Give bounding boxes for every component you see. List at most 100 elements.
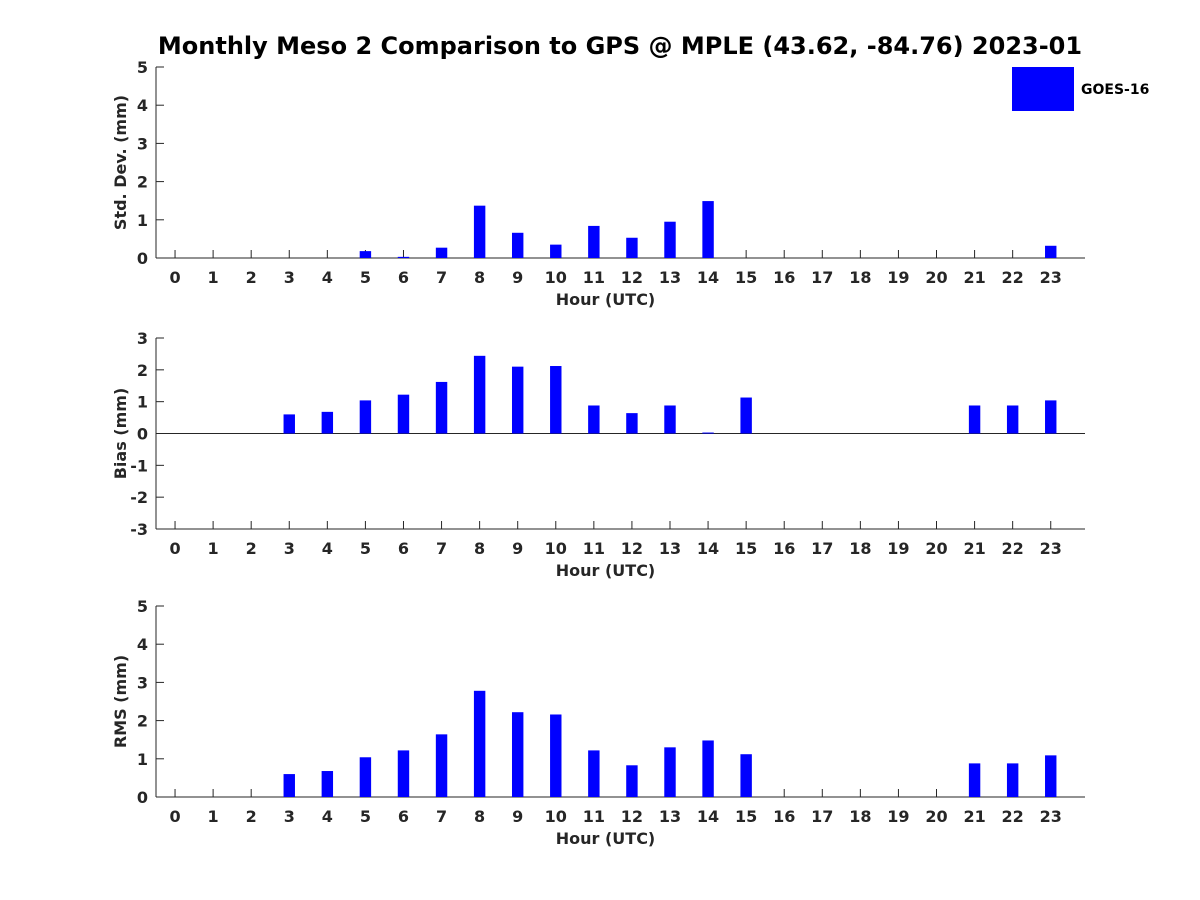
x-tick-label: 1 [208,539,219,558]
bar [588,405,600,434]
bar [588,225,600,258]
x-tick-label: 6 [398,807,409,826]
x-tick-label: 12 [621,268,643,287]
bar [511,366,524,434]
x-tick-label: 9 [512,539,523,558]
x-tick-label: 20 [925,807,947,826]
x-tick-label: 0 [169,268,180,287]
x-tick-label: 0 [169,807,180,826]
x-tick-label: 16 [773,807,795,826]
x-tick-label: 8 [474,539,485,558]
bar [283,774,295,797]
x-tick-label: 13 [659,268,681,287]
x-tick-label: 17 [811,268,833,287]
bar [740,397,752,434]
x-tick-label: 3 [284,539,295,558]
x-tick-label: 0 [169,539,180,558]
x-tick-label: 16 [773,268,795,287]
x-tick-label: 16 [773,539,795,558]
bar [511,712,524,797]
x-tick-label: 20 [925,268,947,287]
y-tick-label: 3 [137,329,148,348]
x-tick-label: 10 [545,807,567,826]
x-tick-label: 13 [659,539,681,558]
x-tick-label: 19 [887,539,909,558]
x-axis-label: Hour (UTC) [556,290,656,309]
x-tick-label: 21 [963,268,985,287]
legend: GOES-16 [1012,67,1149,111]
x-tick-label: 8 [474,807,485,826]
x-tick-label: 14 [697,539,719,558]
x-tick-label: 1 [208,268,219,287]
y-tick-label: 2 [137,712,148,731]
bar [397,394,410,434]
y-axis-label: Bias (mm) [111,388,130,480]
bar [359,251,372,258]
bar [473,355,486,434]
y-tick-label: 0 [137,788,148,807]
y-tick-label: 5 [137,597,148,616]
bar [321,411,334,434]
x-tick-label: 22 [1002,268,1024,287]
bar [740,754,752,797]
x-tick-label: 19 [887,268,909,287]
x-tick-label: 17 [811,539,833,558]
bar [626,413,638,434]
x-tick-label: 22 [1002,807,1024,826]
y-tick-label: 2 [137,173,148,192]
bar [1045,755,1057,797]
bar [702,740,714,797]
x-tick-label: 1 [208,807,219,826]
x-tick-label: 10 [545,268,567,287]
x-tick-label: 15 [735,539,757,558]
x-tick-label: 14 [697,807,719,826]
bar [359,757,372,797]
bar [550,244,562,258]
bar [968,763,981,797]
bar [321,771,334,797]
x-tick-label: 7 [436,807,447,826]
bar [968,405,981,434]
x-tick-label: 17 [811,807,833,826]
x-tick-label: 7 [436,539,447,558]
y-tick-label: 5 [137,58,148,77]
y-tick-label: 3 [137,134,148,153]
bar [435,247,448,258]
bar [511,232,524,258]
x-tick-label: 9 [512,807,523,826]
x-tick-label: 15 [735,807,757,826]
chart-title: Monthly Meso 2 Comparison to GPS @ MPLE … [158,32,1082,60]
bar [397,750,410,797]
x-tick-label: 2 [246,268,257,287]
x-tick-label: 2 [246,539,257,558]
x-tick-label: 12 [621,807,643,826]
x-tick-label: 7 [436,268,447,287]
x-tick-label: 21 [963,539,985,558]
x-tick-label: 5 [360,268,371,287]
x-axis-label: Hour (UTC) [556,561,656,580]
x-tick-label: 11 [583,807,605,826]
bar [359,400,372,434]
x-tick-label: 5 [360,807,371,826]
x-tick-label: 6 [398,268,409,287]
y-tick-label: -1 [130,456,148,475]
x-tick-label: 13 [659,807,681,826]
bar [550,366,562,434]
y-tick-label: -3 [130,520,148,539]
x-tick-label: 8 [474,268,485,287]
x-tick-label: 22 [1002,539,1024,558]
y-tick-label: 1 [137,393,148,412]
y-tick-label: 0 [137,425,148,444]
x-tick-label: 9 [512,268,523,287]
bar [473,690,486,797]
x-tick-label: 15 [735,268,757,287]
x-tick-label: 11 [583,539,605,558]
y-tick-label: -2 [130,488,148,507]
bar [626,237,638,258]
legend-swatch [1012,67,1074,111]
bar [435,734,448,797]
y-axis-label: Std. Dev. (mm) [111,95,130,230]
